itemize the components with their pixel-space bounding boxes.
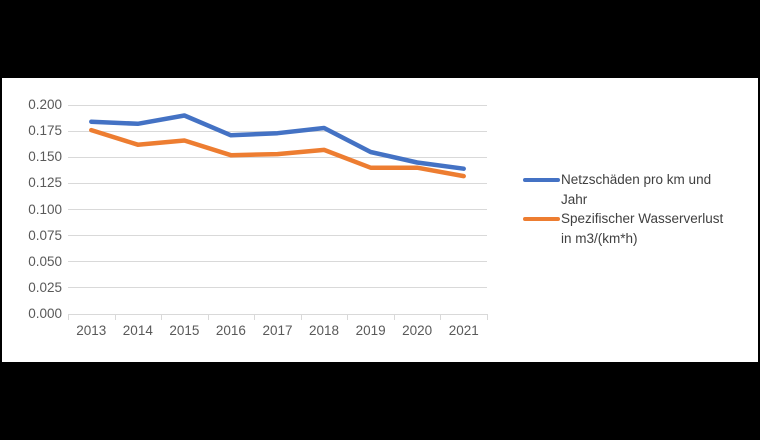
y-tick-label: 0.100 bbox=[28, 201, 62, 217]
x-axis-tick bbox=[300, 314, 302, 320]
y-tick-label: 0.125 bbox=[28, 175, 62, 191]
x-axis-tick bbox=[68, 314, 69, 320]
chart-legend: Netzschäden pro km und Jahr Spezifischer W… bbox=[523, 170, 753, 248]
x-tick-label: 2021 bbox=[448, 323, 479, 338]
x-tick-label: 2019 bbox=[355, 323, 386, 338]
gridline bbox=[68, 130, 487, 132]
legend-entry: Spezifischer Wasserverlust in m3/(km*h) bbox=[523, 209, 753, 248]
gridline bbox=[68, 182, 487, 184]
x-axis-tick bbox=[114, 314, 116, 320]
legend-label: Spezifischer Wasserverlust in m3/(km*h) bbox=[561, 209, 723, 248]
x-tick-label: 2017 bbox=[262, 323, 293, 338]
gridline bbox=[68, 209, 487, 210]
y-tick-label: 0.000 bbox=[28, 306, 62, 321]
y-tick-label: 0.050 bbox=[28, 253, 62, 269]
legend-line-swatch-icon bbox=[523, 178, 560, 182]
x-axis-tick bbox=[347, 314, 349, 320]
y-tick-label: 0.025 bbox=[28, 279, 62, 295]
x-tick-label: 2020 bbox=[402, 323, 433, 338]
legend-label: Netzschäden pro km und Jahr bbox=[561, 170, 711, 209]
x-tick-label: 2014 bbox=[122, 323, 153, 338]
gridline bbox=[68, 287, 487, 289]
x-axis-tick bbox=[440, 314, 442, 320]
legend-line-swatch-icon bbox=[523, 217, 560, 221]
x-axis-tick bbox=[161, 314, 163, 320]
y-tick-label: 0.175 bbox=[28, 123, 62, 139]
x-tick-label: 2016 bbox=[215, 323, 246, 338]
x-tick-label: 2015 bbox=[169, 323, 200, 338]
y-tick-label: 0.200 bbox=[28, 97, 62, 112]
x-axis-tick bbox=[254, 314, 256, 320]
y-tick-label: 0.075 bbox=[28, 227, 62, 243]
x-axis-line bbox=[68, 313, 487, 315]
legend-label-line: in m3/(km*h) bbox=[561, 230, 638, 246]
legend-label-line: Spezifischer Wasserverlust bbox=[561, 211, 724, 226]
gridline bbox=[68, 261, 487, 263]
legend-entry: Netzschäden pro km und Jahr bbox=[523, 170, 753, 209]
gridline bbox=[68, 104, 487, 106]
x-axis-tick bbox=[393, 314, 395, 320]
legend-label-line: Netzschäden pro km und bbox=[561, 172, 712, 187]
x-axis-tick bbox=[487, 314, 488, 320]
gridline bbox=[68, 156, 487, 158]
gridline bbox=[68, 235, 487, 237]
y-tick-label: 0.150 bbox=[28, 149, 62, 165]
legend-label-line: Jahr bbox=[561, 191, 588, 207]
x-axis-tick bbox=[207, 314, 209, 320]
x-tick-label: 2013 bbox=[76, 323, 107, 338]
x-tick-label: 2018 bbox=[309, 323, 340, 338]
